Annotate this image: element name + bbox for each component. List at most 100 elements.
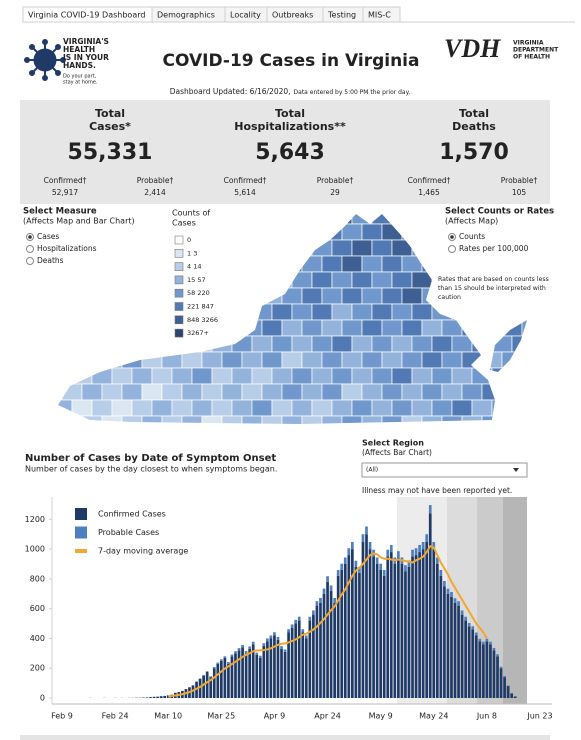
county	[361, 255, 383, 273]
county	[81, 383, 103, 401]
bar	[446, 588, 450, 594]
county	[191, 367, 213, 385]
bar	[244, 651, 248, 654]
bar	[492, 647, 496, 651]
radio-dot[interactable]	[450, 235, 454, 239]
bar	[304, 638, 308, 698]
bar	[404, 565, 407, 572]
bar	[350, 541, 354, 550]
radio[interactable]	[26, 257, 34, 265]
bar	[315, 601, 319, 606]
bar	[407, 566, 411, 698]
x-tick-label: Mar 25	[207, 712, 235, 721]
region-dropdown[interactable]	[361, 462, 528, 478]
bar	[464, 616, 467, 621]
bar	[457, 601, 460, 606]
bar	[414, 548, 418, 556]
kpi-value: 55,331	[68, 140, 153, 165]
county	[351, 399, 373, 417]
bar	[350, 549, 354, 698]
bar	[368, 541, 372, 550]
region-sub: (Affects Bar Chart)	[362, 448, 432, 457]
bar	[481, 641, 485, 645]
bar	[432, 549, 436, 698]
measure-option[interactable]: Deaths	[37, 256, 64, 265]
counts-option[interactable]: Rates per 100,000	[459, 244, 529, 253]
measure-option[interactable]: Hospitalizations	[37, 244, 97, 253]
tab-label[interactable]: Demographics	[157, 11, 215, 20]
bar	[319, 602, 322, 698]
bar	[159, 696, 163, 698]
kpi-part-label: Confirmed†	[224, 176, 267, 185]
tab-label[interactable]: Locality	[230, 11, 261, 20]
bar	[446, 593, 450, 698]
bar	[230, 656, 234, 698]
bar	[506, 686, 510, 698]
bar	[326, 576, 329, 582]
county	[441, 415, 463, 424]
y-tick-label: 1000	[25, 545, 45, 554]
bar	[312, 610, 315, 615]
chart-subtitle: Number of cases by the day closest to wh…	[25, 465, 277, 474]
counts-option[interactable]: Counts	[459, 232, 485, 241]
bar	[205, 671, 209, 672]
logo-text: HEALTH	[63, 45, 95, 54]
tab[interactable]	[362, 6, 401, 23]
measure-option[interactable]: Cases	[37, 232, 59, 241]
legend-label: 4 14	[187, 263, 201, 271]
county	[371, 367, 393, 385]
bar	[389, 544, 393, 553]
county	[181, 351, 203, 369]
bar	[209, 676, 213, 678]
x-tick-label: Feb 24	[102, 712, 129, 721]
bar	[251, 641, 255, 645]
county	[271, 303, 293, 321]
bar	[273, 632, 276, 636]
county	[371, 399, 393, 417]
bar	[443, 580, 446, 587]
tab-label[interactable]: Outbreaks	[272, 11, 313, 20]
bar	[241, 644, 244, 648]
bar	[163, 695, 167, 698]
county	[361, 383, 383, 401]
radio[interactable]	[26, 245, 34, 253]
county	[471, 399, 493, 417]
county	[161, 383, 183, 401]
kpi-part-label: Probable†	[137, 176, 174, 185]
bar	[336, 575, 340, 698]
x-tick-label: Mar 10	[154, 712, 182, 721]
bar	[489, 641, 492, 645]
county	[331, 303, 353, 321]
bar	[209, 677, 213, 698]
bar	[411, 549, 414, 557]
county	[311, 367, 333, 385]
legend-label: 0	[187, 236, 191, 244]
bar	[361, 541, 365, 698]
radio-dot[interactable]	[28, 235, 32, 239]
kpi-title: Cases*	[89, 120, 131, 133]
kpi-part-value: 29	[330, 188, 340, 197]
county	[401, 383, 423, 401]
region-value[interactable]: (All)	[366, 467, 378, 474]
x-tick-label: Apr 24	[314, 712, 341, 721]
bar	[428, 505, 432, 514]
bar	[386, 556, 390, 698]
bar	[389, 552, 393, 698]
county	[361, 287, 383, 305]
bar	[382, 575, 386, 698]
bar	[343, 564, 347, 698]
region-note: Illness may not have been reported yet.	[362, 486, 512, 495]
county	[391, 367, 413, 385]
bar	[460, 614, 464, 698]
county	[251, 367, 273, 385]
tab-label[interactable]: Testing	[327, 11, 356, 20]
bar	[301, 629, 305, 633]
tab-label[interactable]: MIS-C	[368, 11, 391, 20]
bar	[485, 638, 489, 642]
bar	[471, 626, 475, 630]
county	[421, 383, 443, 401]
bar	[354, 566, 358, 698]
dropdown-arrow[interactable]	[513, 468, 519, 472]
tab-label[interactable]: Virginia COVID-19 Dashboard	[28, 11, 145, 20]
radio[interactable]	[448, 245, 456, 253]
